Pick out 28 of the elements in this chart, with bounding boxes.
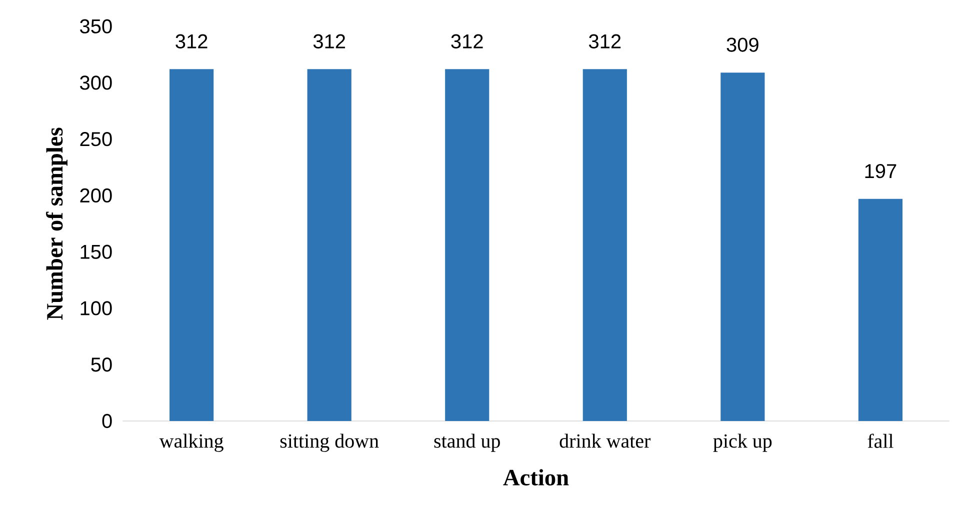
bar [445,69,490,421]
data-label: 312 [588,34,621,48]
x-tick-label: stand up [434,434,500,452]
data-label: 312 [176,34,208,48]
y-tick-label: 0 [102,414,112,428]
data-label: 197 [865,164,896,178]
bar [720,72,765,421]
y-axis-title: Number of samples [46,128,68,320]
bar [582,69,627,421]
x-tick-label: drink water [560,434,651,448]
x-tick-label: fall [868,434,894,448]
y-tick-label: 50 [91,358,112,372]
data-label: 312 [451,34,483,48]
data-label: 312 [313,34,346,48]
x-tick-label: pick up [713,434,772,452]
y-tick-label: 300 [80,76,112,90]
y-tick-label: 100 [80,301,112,316]
y-tick-label: 350 [80,19,112,34]
x-tick-label: sitting down [280,434,379,452]
bar [170,69,214,421]
bar [307,69,352,421]
x-tick-label: walking [159,434,224,452]
x-axis-title: Action [503,469,569,486]
y-tick-label: 150 [80,244,112,259]
y-tick-label: 200 [80,188,112,203]
bar [858,198,902,421]
y-tick-label: 250 [80,132,112,146]
data-label: 309 [726,38,758,52]
